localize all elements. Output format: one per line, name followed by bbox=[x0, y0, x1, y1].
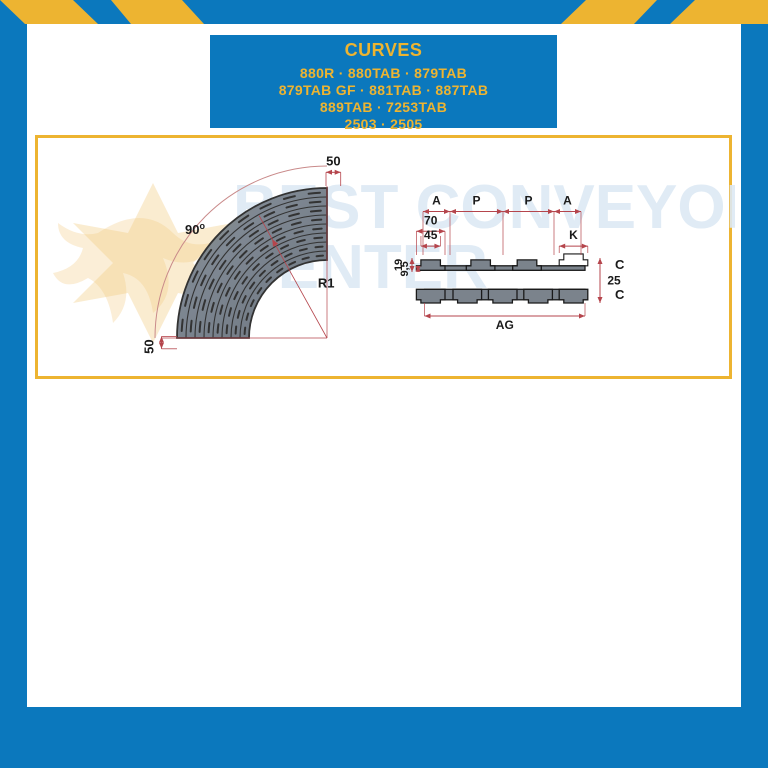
svg-text:50: 50 bbox=[326, 153, 340, 168]
svg-text:P: P bbox=[524, 194, 532, 208]
svg-text:C: C bbox=[615, 287, 625, 302]
svg-text:45: 45 bbox=[424, 228, 438, 242]
svg-text:50: 50 bbox=[142, 339, 157, 353]
svg-text:A: A bbox=[432, 194, 441, 208]
svg-text:C: C bbox=[615, 257, 625, 272]
svg-text:K: K bbox=[569, 228, 578, 242]
svg-text:70: 70 bbox=[424, 213, 438, 227]
svg-text:R1: R1 bbox=[318, 276, 335, 291]
svg-text:9,5: 9,5 bbox=[399, 261, 411, 276]
svg-text:AG: AG bbox=[496, 318, 514, 332]
svg-text:25: 25 bbox=[607, 274, 621, 288]
svg-text:A: A bbox=[563, 194, 572, 208]
svg-text:P: P bbox=[472, 194, 480, 208]
